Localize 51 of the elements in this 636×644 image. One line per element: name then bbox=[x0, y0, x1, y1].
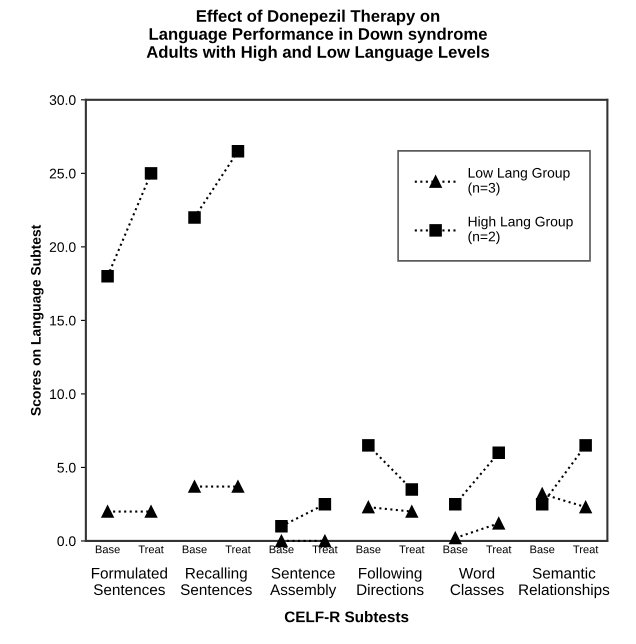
text: Sentence Assembly bbox=[270, 568, 336, 598]
x-tick-label: Base bbox=[356, 546, 381, 554]
text: Word Classes bbox=[450, 567, 504, 596]
y-axis-title: Scores on Language Subtest bbox=[30, 224, 44, 416]
point bbox=[449, 498, 462, 510]
point bbox=[406, 505, 418, 518]
y-tick-label: 25.0 bbox=[50, 168, 76, 179]
y-tick-label: 20.0 bbox=[50, 242, 76, 252]
point bbox=[188, 211, 201, 224]
y-tick-label: 30.0 bbox=[50, 95, 76, 105]
point bbox=[101, 270, 114, 283]
y-tick-label: 0.0 bbox=[57, 536, 76, 546]
point bbox=[579, 500, 592, 514]
point bbox=[492, 446, 505, 459]
x-tick-label: Base bbox=[270, 546, 294, 554]
point bbox=[275, 520, 288, 533]
x-tick-label: Base bbox=[96, 546, 120, 554]
point bbox=[362, 439, 375, 452]
point bbox=[492, 517, 505, 530]
point bbox=[144, 505, 158, 518]
x-tick-label: Base bbox=[444, 546, 468, 554]
x-axis-title: CELF-R Subtests bbox=[284, 611, 408, 622]
text: Recalling Sentences bbox=[180, 567, 252, 596]
x-tick-label: Treat bbox=[486, 546, 512, 554]
point bbox=[318, 498, 332, 510]
point bbox=[232, 480, 244, 493]
y-tick-label: 10.0 bbox=[50, 389, 76, 400]
chart-title: Effect of Donepezil Therapy on Language Performance in Down syndrome Adults with High and Low Language Levels bbox=[146, 10, 490, 62]
text: Formulated Sentences bbox=[92, 567, 167, 596]
x-tick-label: Treat bbox=[312, 546, 338, 554]
point bbox=[101, 505, 114, 518]
x-tick-label: Treat bbox=[573, 546, 598, 554]
y-tick-label: 5.0 bbox=[57, 462, 76, 473]
point bbox=[579, 439, 592, 452]
x-tick-label: Treat bbox=[138, 546, 164, 554]
text: Following Directions bbox=[357, 567, 424, 596]
x-tick-label: Base bbox=[182, 546, 207, 554]
legend-label: High Lang Group (n=2) bbox=[468, 216, 573, 244]
x-tick-label: Treat bbox=[225, 546, 251, 554]
text: Semantic Relationships bbox=[519, 567, 610, 598]
x-tick-label: Base bbox=[530, 546, 554, 554]
point bbox=[406, 483, 418, 496]
point bbox=[232, 145, 244, 158]
point bbox=[188, 480, 201, 493]
x-tick-label: Treat bbox=[399, 546, 424, 554]
point bbox=[536, 498, 548, 510]
y-tick-label: 15.0 bbox=[50, 316, 76, 326]
point bbox=[449, 532, 462, 544]
point bbox=[144, 167, 158, 180]
point bbox=[362, 500, 375, 514]
legend-label: Low Lang Group (n=3) bbox=[468, 168, 570, 196]
